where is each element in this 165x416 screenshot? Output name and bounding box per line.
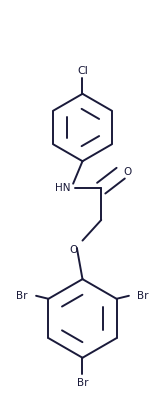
Text: O: O bbox=[124, 167, 132, 178]
Text: Br: Br bbox=[16, 291, 28, 301]
Text: Cl: Cl bbox=[77, 66, 88, 76]
Text: Br: Br bbox=[137, 291, 149, 301]
Text: Br: Br bbox=[77, 378, 88, 389]
Text: HN: HN bbox=[55, 183, 70, 193]
Text: O: O bbox=[70, 245, 78, 255]
